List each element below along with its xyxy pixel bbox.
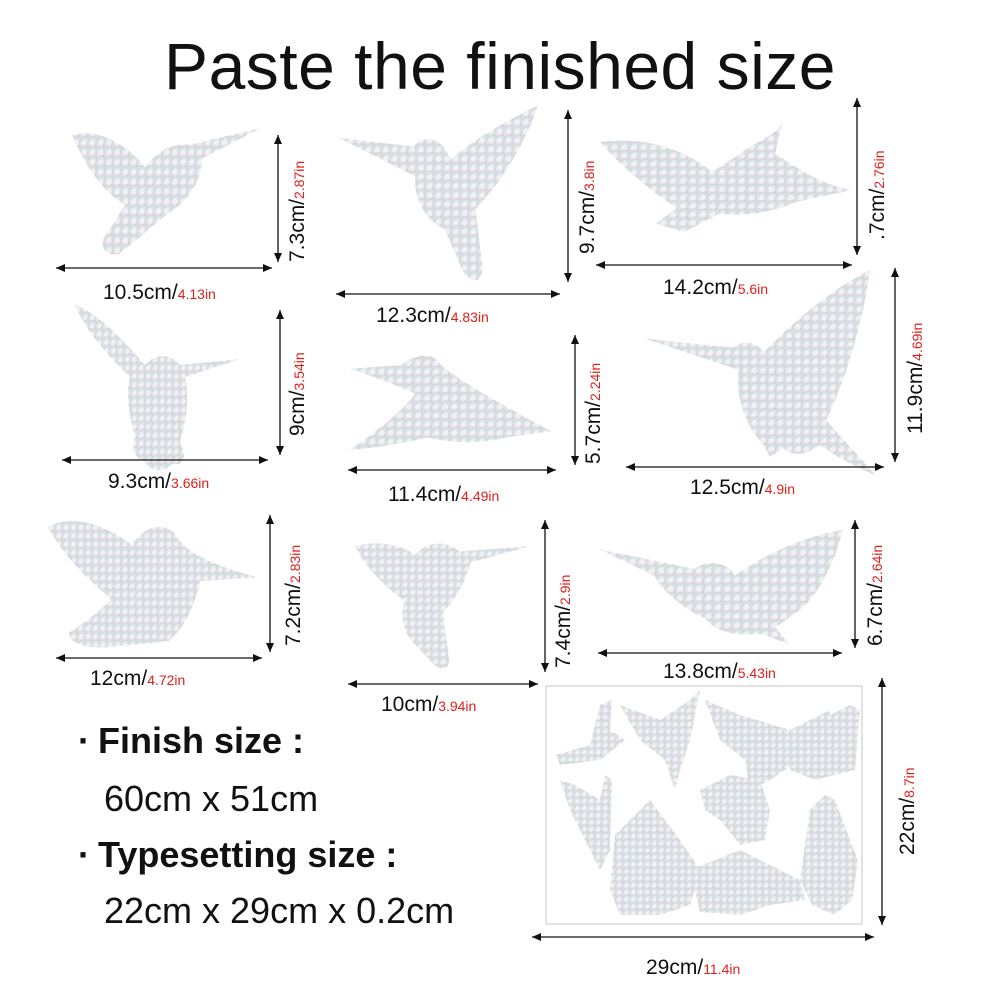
sticker-9-width-label: 13.8cm/5.43in xyxy=(663,660,776,684)
inch-value: 4.49in xyxy=(461,488,500,504)
cm-value: 10.5cm/ xyxy=(103,281,178,304)
inch-value: 3.94in xyxy=(438,698,477,714)
inch-value: 2.9in xyxy=(557,574,573,605)
sheet-birds xyxy=(556,690,860,915)
cm-value: 7.2cm/ xyxy=(282,582,305,646)
dimension-arrows xyxy=(56,98,899,941)
sticker-4-height-label: 9cm/3.54in xyxy=(286,352,310,436)
inch-value: 3.8in xyxy=(581,160,597,191)
inch-value: 8.7in xyxy=(901,767,917,798)
sticker-2-height-label: 9.7cm/3.8in xyxy=(576,161,600,254)
inch-value: 4.9in xyxy=(764,481,796,497)
sticker-8-image xyxy=(355,543,531,669)
sticker-7-height-label: 7.2cm/2.83in xyxy=(282,545,306,646)
inch-value: 11.4in xyxy=(703,961,741,977)
finish-size-value: 60cm x 51cm xyxy=(104,778,319,819)
cm-value: 12.3cm/ xyxy=(376,304,451,327)
typesetting-size-label: Typesetting size : xyxy=(98,834,398,875)
sticker-9-image xyxy=(600,530,843,645)
sticker-8-height-label: 7.4cm/2.9in xyxy=(552,575,576,668)
inch-value: 5.6in xyxy=(737,281,769,297)
cm-value: 14.2cm/ xyxy=(663,276,738,299)
cm-value: 11.4cm/ xyxy=(388,483,462,506)
sticker-1-width-label: 10.5cm/4.13in xyxy=(103,281,216,305)
inch-value: 2.24in xyxy=(587,362,603,401)
sticker-2-width-label: 12.3cm/4.83in xyxy=(376,304,489,328)
sticker-3-width-label: 14.2cm/5.6in xyxy=(663,276,768,300)
cm-value: 7.4cm/ xyxy=(552,604,575,668)
sticker-5-image xyxy=(350,355,552,450)
sticker-3-height-label: .7cm/2.76in xyxy=(866,151,890,241)
inch-value: 4.13in xyxy=(177,286,216,302)
cm-value: .7cm/ xyxy=(866,188,889,240)
cm-value: 13.8cm/ xyxy=(663,660,738,683)
cm-value: 22cm/ xyxy=(896,797,919,855)
hummingbird-stickers xyxy=(48,105,877,669)
inch-value: 2.87in xyxy=(291,160,307,199)
sticker-4-image xyxy=(75,305,240,471)
cm-value: 6.7cm/ xyxy=(864,582,887,646)
cm-value: 7.3cm/ xyxy=(286,198,309,262)
inch-value: 3.66in xyxy=(171,475,210,491)
sticker-3-image xyxy=(600,124,852,232)
inch-value: 4.83in xyxy=(450,309,489,325)
inch-value: 2.64in xyxy=(869,544,885,583)
sheet-height-label: 22cm/8.7in xyxy=(896,767,920,855)
sticker-8-width-label: 10cm/3.94in xyxy=(381,693,476,717)
page-title: Paste the finished size xyxy=(164,29,836,103)
sticker-1-image xyxy=(72,128,261,255)
bullet: · xyxy=(78,720,90,761)
sticker-4-width-label: 9.3cm/3.66in xyxy=(108,470,209,494)
sticker-9-height-label: 6.7cm/2.64in xyxy=(864,545,888,646)
inch-value: 4.72in xyxy=(147,672,186,688)
inch-value: 4.69in xyxy=(909,322,925,361)
cm-value: 5.7cm/ xyxy=(582,400,605,464)
finish-size-heading: · Finish size : xyxy=(78,720,304,762)
sticker-5-width-label: 11.4cm/4.49in xyxy=(388,483,499,507)
sticker-1-height-label: 7.3cm/2.87in xyxy=(286,161,310,262)
sticker-7-image xyxy=(48,521,258,648)
typesetting-size-value: 22cm x 29cm x 0.2cm xyxy=(104,890,455,931)
sticker-2-image xyxy=(338,105,538,281)
cm-value: 9.3cm/ xyxy=(108,470,172,493)
cm-value: 12.5cm/ xyxy=(690,476,765,499)
sticker-6-image xyxy=(645,270,877,477)
finish-size-label: Finish size : xyxy=(98,720,305,761)
typesetting-size-heading: · Typesetting size : xyxy=(78,834,397,876)
inch-value: 5.43in xyxy=(737,665,776,681)
cm-value: 29cm/ xyxy=(646,956,704,979)
sticker-7-width-label: 12cm/4.72in xyxy=(90,667,185,691)
sheet-preview xyxy=(545,685,863,925)
cm-value: 11.9cm/ xyxy=(904,360,927,434)
bullet: · xyxy=(78,834,90,875)
sticker-5-height-label: 5.7cm/2.24in xyxy=(582,363,606,464)
cm-value: 10cm/ xyxy=(381,693,439,716)
cm-value: 9cm/ xyxy=(286,390,309,436)
inch-value: 2.83in xyxy=(287,544,303,583)
sheet-width-label: 29cm/11.4in xyxy=(646,956,740,980)
cm-value: 9.7cm/ xyxy=(576,190,599,254)
inch-value: 2.76in xyxy=(871,150,887,189)
sticker-6-height-label: 11.9cm/4.69in xyxy=(904,323,928,434)
sticker-6-width-label: 12.5cm/4.9in xyxy=(690,476,795,500)
cm-value: 12cm/ xyxy=(90,667,148,690)
inch-value: 3.54in xyxy=(291,352,307,391)
